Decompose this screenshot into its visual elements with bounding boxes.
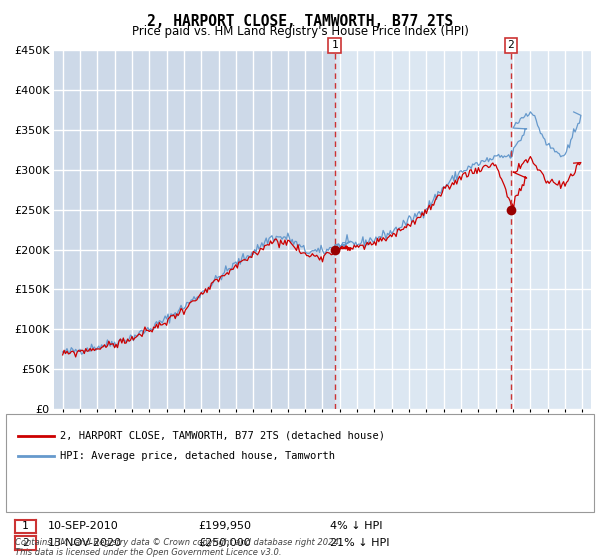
Text: 13-NOV-2020: 13-NOV-2020 <box>48 538 122 548</box>
Text: 10-SEP-2010: 10-SEP-2010 <box>48 521 119 531</box>
Text: £199,950: £199,950 <box>198 521 251 531</box>
Text: 2: 2 <box>22 538 29 548</box>
Text: 21% ↓ HPI: 21% ↓ HPI <box>330 538 389 548</box>
Text: Price paid vs. HM Land Registry's House Price Index (HPI): Price paid vs. HM Land Registry's House … <box>131 25 469 38</box>
Text: 2, HARPORT CLOSE, TAMWORTH, B77 2TS (detached house): 2, HARPORT CLOSE, TAMWORTH, B77 2TS (det… <box>60 431 385 441</box>
Text: Contains HM Land Registry data © Crown copyright and database right 2024.
This d: Contains HM Land Registry data © Crown c… <box>15 538 341 557</box>
Bar <box>54 50 335 409</box>
Bar <box>335 50 591 409</box>
Text: HPI: Average price, detached house, Tamworth: HPI: Average price, detached house, Tamw… <box>60 451 335 461</box>
Text: 4% ↓ HPI: 4% ↓ HPI <box>330 521 383 531</box>
Text: 2, HARPORT CLOSE, TAMWORTH, B77 2TS: 2, HARPORT CLOSE, TAMWORTH, B77 2TS <box>147 14 453 29</box>
Text: £250,000: £250,000 <box>198 538 251 548</box>
Text: 1: 1 <box>331 40 338 50</box>
Text: 2: 2 <box>508 40 514 50</box>
Text: 1: 1 <box>22 521 29 531</box>
